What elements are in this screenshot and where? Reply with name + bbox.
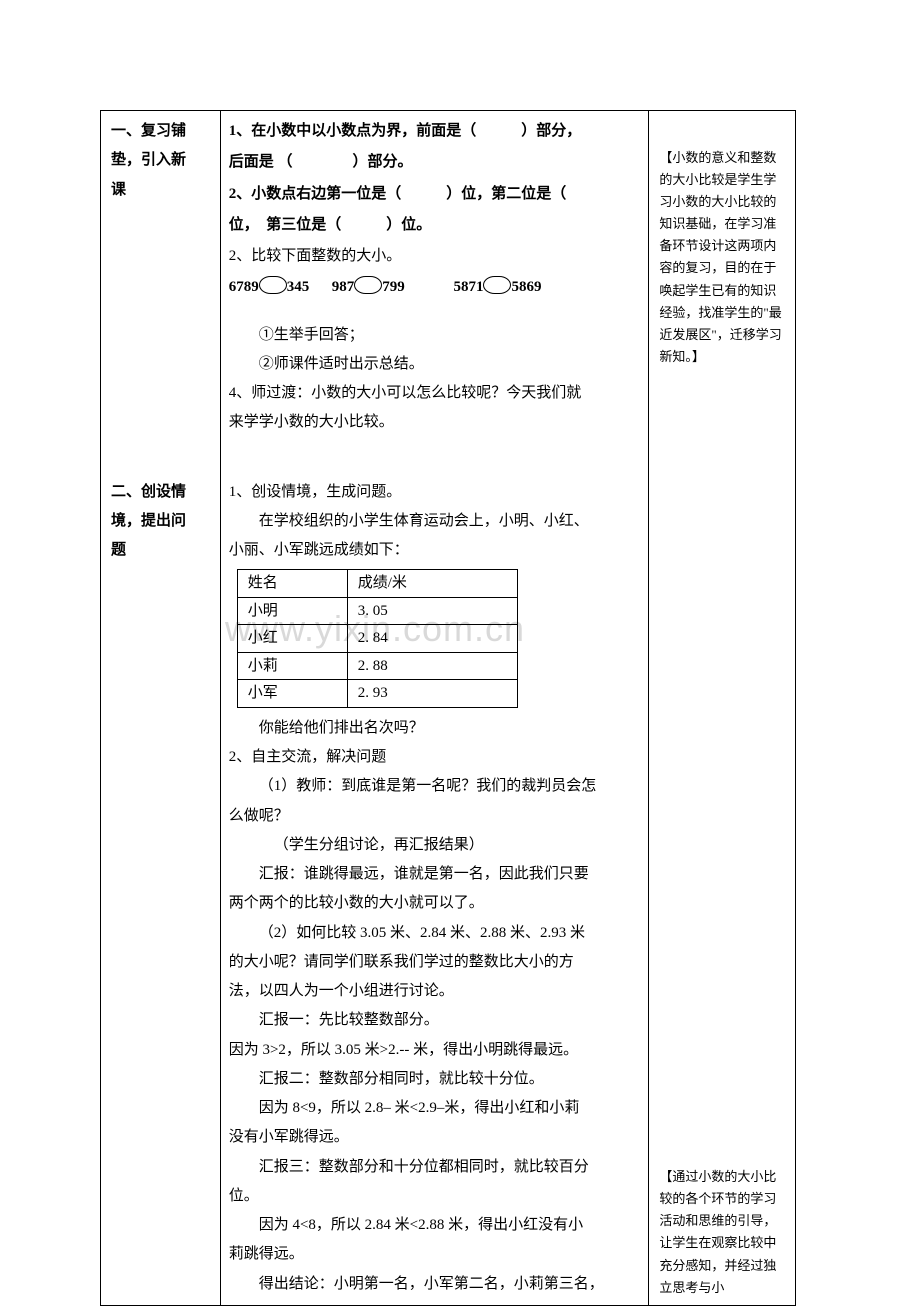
compare-line: 6789 345 987 799 5871 5869 bbox=[229, 273, 641, 302]
table-cell: 小明 bbox=[237, 597, 347, 625]
body-line: 4、师过渡：小数的大小可以怎么比较呢？今天我们就 bbox=[229, 379, 641, 408]
table-row: 小莉 2. 88 bbox=[237, 652, 517, 680]
table-cell: 小红 bbox=[237, 625, 347, 653]
section-1-body: 1、在小数中以小数点为界，前面是（ ）部分， 后面是 （ ）部分。 2、小数点右… bbox=[221, 111, 650, 472]
body-line: 汇报三：整数部分和十分位都相同时，就比较百分 bbox=[229, 1153, 641, 1182]
body-line: （1）教师：到底谁是第一名呢？我们的裁判员会怎 bbox=[229, 772, 641, 801]
body-line: 得出结论：小明第一名，小军第二名，小莉第三名， bbox=[229, 1270, 641, 1299]
body-line: 汇报一：先比较整数部分。 bbox=[229, 1006, 641, 1035]
section-2-body: 1、创设情境，生成问题。 在学校组织的小学生体育运动会上，小明、小红、 小丽、小… bbox=[221, 472, 650, 1305]
cmp-num: 987 bbox=[332, 279, 355, 295]
body-line: （2）如何比较 3.05 米、2.84 米、2.88 米、2.93 米 bbox=[229, 919, 641, 948]
table-head: 成绩/米 bbox=[347, 570, 517, 598]
spacer bbox=[659, 117, 785, 147]
body-line: 么做呢？ bbox=[229, 802, 641, 831]
note-text: 【小数的意义和整数的大小比较是学生学习小数的大小比较的知识基础，在学习准备环节设… bbox=[659, 147, 785, 368]
spacer bbox=[229, 438, 641, 466]
table-cell: 2. 93 bbox=[347, 680, 517, 708]
section-2-row: 二、创设情 境，提出问 题 1、创设情境，生成问题。 在学校组织的小学生体育运动… bbox=[101, 472, 795, 1305]
body-line: ①生举手回答； bbox=[229, 321, 641, 350]
heading-line: 境，提出问 bbox=[111, 507, 210, 536]
body-line: 小丽、小军跳远成绩如下： bbox=[229, 536, 641, 565]
heading-line: 题 bbox=[111, 536, 210, 565]
section-1-title: 一、复习铺 垫，引入新 课 bbox=[101, 111, 221, 472]
cmp-num: 5871 bbox=[453, 279, 483, 295]
body-line: （学生分组讨论，再汇报结果） bbox=[229, 831, 641, 860]
body-line: 两个两个的比较小数的大小就可以了。 bbox=[229, 889, 641, 918]
heading-line: 一、复习铺 bbox=[111, 117, 210, 146]
question-line: 1、在小数中以小数点为界，前面是（ ）部分， bbox=[229, 117, 641, 146]
body-line: 法，以四人为一个小组进行讨论。 bbox=[229, 977, 641, 1006]
body-line: 在学校组织的小学生体育运动会上，小明、小红、 bbox=[229, 507, 641, 536]
heading-line: 课 bbox=[111, 176, 210, 205]
blank-oval-icon bbox=[354, 276, 382, 294]
body-line: 位。 bbox=[229, 1182, 641, 1211]
section-1-row: 一、复习铺 垫，引入新 课 1、在小数中以小数点为界，前面是（ ）部分， 后面是… bbox=[101, 111, 795, 472]
spacer bbox=[229, 303, 641, 321]
body-line: 因为 8<9，所以 2.8– 米<2.9–米，得出小红和小莉 bbox=[229, 1094, 641, 1123]
heading-line: 二、创设情 bbox=[111, 478, 210, 507]
question-line: 位， 第三位是（ ）位。 bbox=[229, 211, 641, 240]
cmp-num: 799 bbox=[382, 279, 405, 295]
table-cell: 小军 bbox=[237, 680, 347, 708]
blank-oval-icon bbox=[483, 276, 511, 294]
cmp-num: 5869 bbox=[511, 279, 541, 295]
cmp-num: 345 bbox=[287, 279, 310, 295]
table-head: 姓名 bbox=[237, 570, 347, 598]
body-line: 你能给他们排出名次吗？ bbox=[229, 714, 641, 743]
body-line: ②师课件适时出示总结。 bbox=[229, 350, 641, 379]
heading-line: 垫，引入新 bbox=[111, 146, 210, 175]
section-2-note: 【通过小数的大小比较的各个环节的学习活动和思维的引导，让学生在观察比较中充分感知… bbox=[649, 472, 795, 1305]
body-line: 没有小军跳得远。 bbox=[229, 1123, 641, 1152]
table-cell: 3. 05 bbox=[347, 597, 517, 625]
body-line: 1、创设情境，生成问题。 bbox=[229, 478, 641, 507]
question-line: 2、比较下面整数的大小。 bbox=[229, 242, 641, 271]
document-page: 一、复习铺 垫，引入新 课 1、在小数中以小数点为界，前面是（ ）部分， 后面是… bbox=[100, 110, 796, 1306]
body-line: 来学学小数的大小比较。 bbox=[229, 408, 641, 437]
section-2-title: 二、创设情 境，提出问 题 bbox=[101, 472, 221, 1305]
table-row: 小明 3. 05 bbox=[237, 597, 517, 625]
section-1-note: 【小数的意义和整数的大小比较是学生学习小数的大小比较的知识基础，在学习准备环节设… bbox=[649, 111, 795, 472]
body-line: 2、自主交流，解决问题 bbox=[229, 743, 641, 772]
table-row: 小军 2. 93 bbox=[237, 680, 517, 708]
blank-oval-icon bbox=[259, 276, 287, 294]
note-text: 【通过小数的大小比较的各个环节的学习活动和思维的引导，让学生在观察比较中充分感知… bbox=[659, 1166, 785, 1299]
body-line: 因为 3>2，所以 3.05 米>2.-- 米，得出小明跳得最远。 bbox=[229, 1036, 641, 1065]
table-cell: 小莉 bbox=[237, 652, 347, 680]
table-cell: 2. 84 bbox=[347, 625, 517, 653]
body-line: 莉跳得远。 bbox=[229, 1240, 641, 1269]
question-line: 后面是 （ ）部分。 bbox=[229, 148, 641, 177]
body-line: 汇报：谁跳得最远，谁就是第一名，因此我们只要 bbox=[229, 860, 641, 889]
table-row: 姓名 成绩/米 bbox=[237, 570, 517, 598]
scores-table: 姓名 成绩/米 小明 3. 05 小红 2. 84 小莉 2. 88 小军 bbox=[237, 569, 518, 708]
body-line: 的大小呢？请同学们联系我们学过的整数比大小的方 bbox=[229, 948, 641, 977]
body-line: 汇报二：整数部分相同时，就比较十分位。 bbox=[229, 1065, 641, 1094]
question-line: 2、小数点右边第一位是（ ）位，第二位是（ bbox=[229, 180, 641, 209]
body-line: 因为 4<8，所以 2.84 米<2.88 米，得出小红没有小 bbox=[229, 1211, 641, 1240]
table-cell: 2. 88 bbox=[347, 652, 517, 680]
cmp-num: 6789 bbox=[229, 279, 259, 295]
table-row: 小红 2. 84 bbox=[237, 625, 517, 653]
